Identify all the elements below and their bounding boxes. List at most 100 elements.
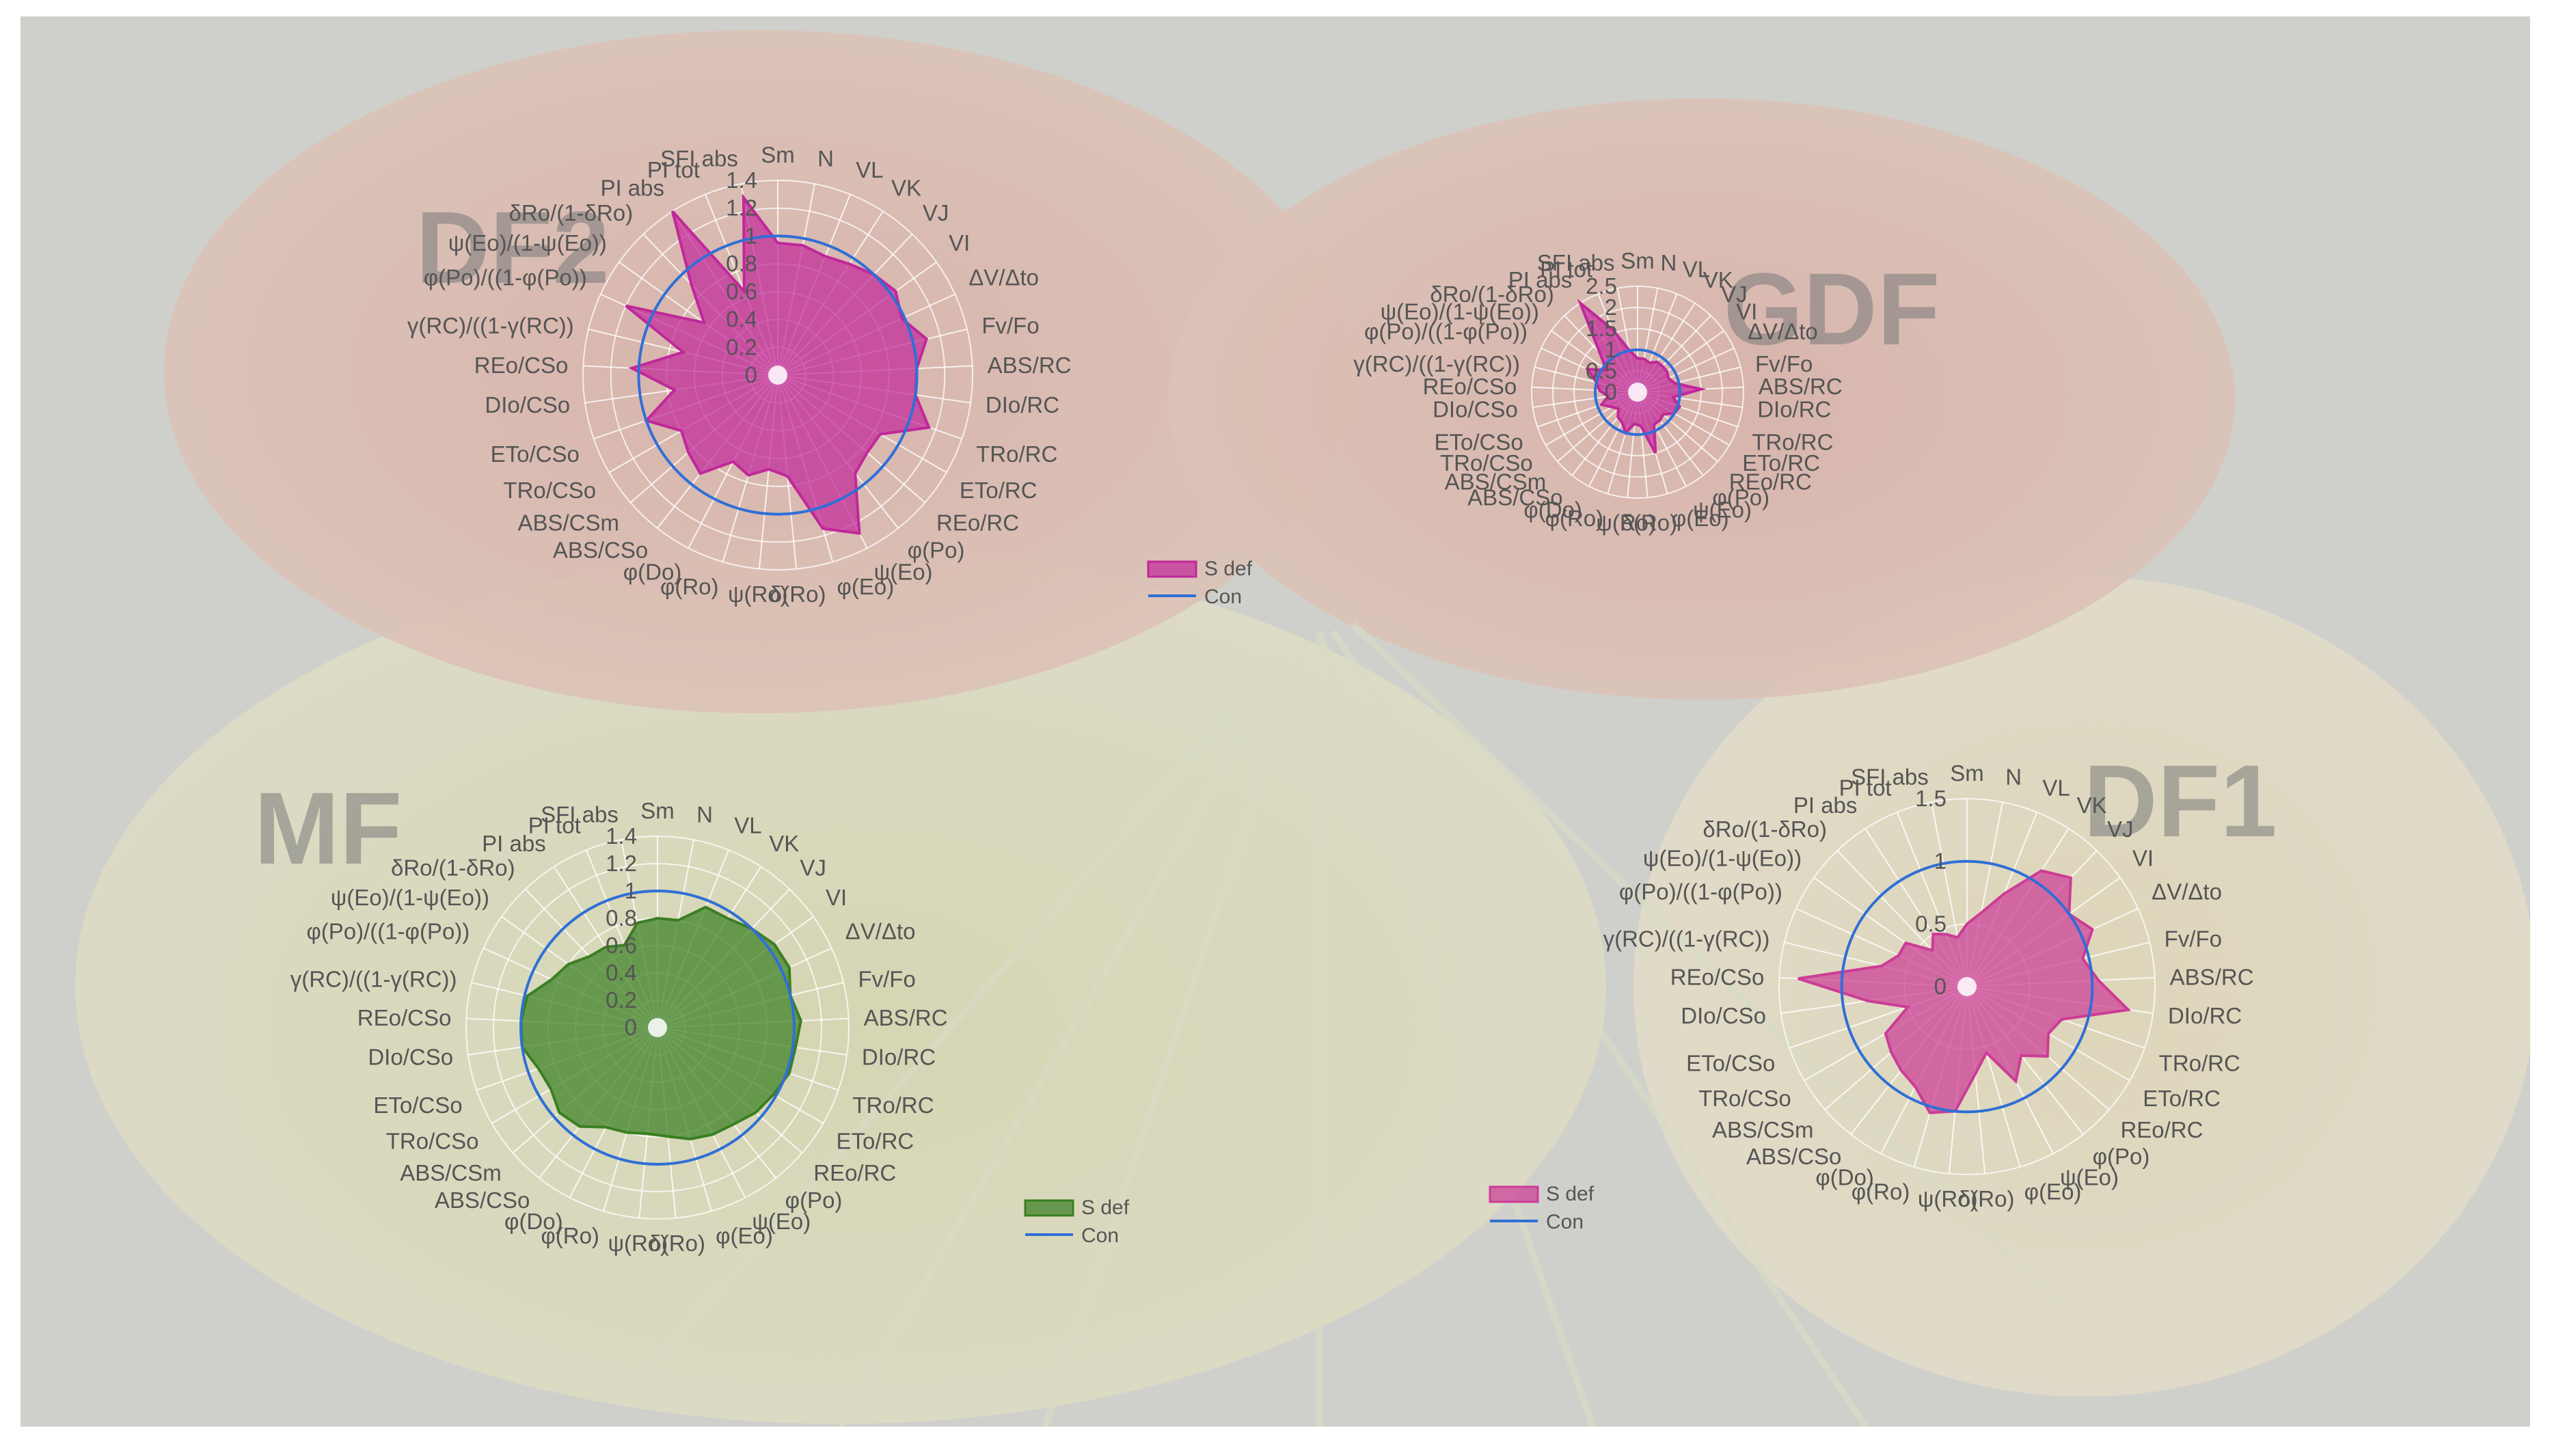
category-label: N: [1660, 250, 1677, 275]
category-label: δRo/(1-δRo): [1703, 816, 1827, 842]
chart-legend: S def Con: [1024, 1196, 1130, 1247]
category-label: VJ: [800, 855, 826, 880]
category-label: PI abs: [1508, 267, 1573, 292]
category-label: PI tot: [1839, 775, 1892, 800]
category-label: ψ(Ro): [728, 581, 788, 607]
series-line-con: [1594, 348, 1681, 436]
category-label: PI tot: [647, 157, 700, 182]
category-label: DIo/CSo: [1681, 1003, 1766, 1028]
radial-tick-label: 0.4: [606, 960, 637, 985]
category-label: ETo/RC: [837, 1128, 914, 1153]
center-dot: [768, 366, 787, 385]
category-label: SFI abs: [1537, 250, 1615, 275]
category-label: Sm: [761, 142, 795, 167]
legend-swatch-s-def: [1147, 560, 1197, 578]
category-label: ψ(Eo)/(1-ψ(Eo)): [1643, 846, 1802, 871]
category-label: VI: [1736, 299, 1757, 324]
category-label: DIo/CSo: [485, 392, 570, 417]
radial-tick-label: 0.5: [1915, 911, 1947, 936]
series-line-con: [519, 890, 796, 1166]
category-label: ABS/RC: [1759, 374, 1843, 399]
category-label: ψ(Ro): [608, 1231, 668, 1256]
category-label: ETo/RC: [2143, 1086, 2221, 1111]
category-label: ΔV/Δto: [2152, 879, 2222, 905]
category-label: PI abs: [482, 831, 546, 856]
category-label: ETo/CSo: [1686, 1051, 1775, 1076]
category-label: φ(Eo): [1672, 506, 1729, 531]
legend-label-con: Con: [1546, 1211, 1584, 1233]
category-label: TRo/CSo: [503, 478, 596, 503]
category-label: φ(Po): [1712, 485, 1769, 510]
category-label: δRo/(1-δRo): [391, 855, 515, 880]
radial-tick-label: 0.5: [1586, 358, 1617, 383]
category-label: φ(Po): [785, 1187, 843, 1213]
category-label: REo/CSo: [474, 353, 569, 378]
category-label: ΔV/Δto: [845, 919, 916, 944]
category-label: φ(Ro): [1545, 506, 1604, 531]
series-line-con: [1840, 860, 2094, 1114]
legend-label-s-def: S def: [1204, 558, 1253, 580]
radial-tick-label: 1.4: [606, 823, 637, 849]
category-label: φ(Do): [504, 1209, 563, 1234]
category-label: PI tot: [1540, 257, 1592, 282]
category-label: δ(Ro): [1621, 510, 1678, 536]
leaf-photo-layer: [21, 16, 2530, 1427]
category-label: φ(Po)/((1-φ(Po)): [306, 919, 470, 944]
category-label: REo/RC: [936, 510, 1019, 535]
radial-tick-label: 2: [1605, 294, 1617, 320]
category-label: ETo/CSo: [491, 441, 580, 467]
radial-tick-label: 2.5: [1586, 273, 1617, 299]
radial-tick-label: 1: [1605, 337, 1617, 362]
category-label: TRo/CSo: [386, 1128, 479, 1153]
category-label: γ(RC)/((1-γ(RC)): [1603, 926, 1770, 952]
category-label: ABS/RC: [864, 1005, 948, 1030]
category-label: γ(RC)/((1-γ(RC)): [290, 966, 457, 991]
chart-legend: S def Con: [1147, 558, 1253, 608]
category-label: VL: [1683, 257, 1710, 282]
category-label: φ(Po): [908, 538, 965, 563]
category-label: ABS/CSo: [435, 1187, 530, 1213]
category-label: TRo/RC: [2159, 1051, 2240, 1076]
category-label: REo/CSo: [1670, 964, 1765, 989]
category-label: SFI abs: [1851, 764, 1929, 789]
category-label: ψ(Ro): [1596, 510, 1656, 536]
radial-tick-label: 0.2: [606, 987, 637, 1013]
series-area-s-def: [1577, 299, 1707, 454]
category-label: φ(Ro): [660, 574, 719, 599]
radial-tick-label: 0: [745, 362, 757, 387]
legend-label-s-def: S def: [1546, 1183, 1595, 1205]
category-label: VI: [2132, 846, 2154, 871]
category-label: φ(Po): [2093, 1144, 2150, 1169]
radial-tick-label: 1: [745, 223, 757, 248]
category-label: ETo/RC: [960, 478, 1037, 503]
category-label: PI abs: [600, 176, 664, 201]
category-label: TRo/RC: [852, 1093, 934, 1118]
category-label: VI: [949, 230, 970, 256]
radial-tick-label: 0: [1605, 379, 1617, 404]
category-label: φ(Ro): [1852, 1179, 1910, 1204]
radial-tick-label: 0: [625, 1015, 637, 1040]
category-label: ABS/CSo: [553, 538, 648, 563]
panel-label: DF2: [416, 190, 609, 305]
category-label: ABS/RC: [2170, 964, 2254, 989]
category-label: N: [817, 146, 834, 171]
chart-legend: S def Con: [1489, 1183, 1595, 1233]
category-label: Fv/Fo: [858, 966, 915, 991]
category-label: ψ(Eo)/(1-ψ(Eo)): [448, 230, 607, 256]
category-label: ABS/CSm: [1712, 1117, 1814, 1142]
legend-label-con: Con: [1204, 586, 1242, 608]
category-label: ETo/CSo: [373, 1093, 462, 1118]
radial-tick-label: 1: [625, 878, 637, 903]
category-label: Fv/Fo: [2165, 926, 2222, 952]
center-dot: [1628, 383, 1647, 402]
radial-tick-label: 0.6: [726, 279, 757, 304]
category-label: REo/RC: [2120, 1117, 2203, 1142]
legend-label-con: Con: [1081, 1224, 1119, 1247]
category-label: VI: [826, 885, 847, 910]
radial-tick-label: 0.4: [726, 307, 757, 332]
category-label: φ(Do): [1815, 1164, 1874, 1190]
category-label: PI abs: [1793, 793, 1858, 818]
category-label: PI tot: [528, 813, 581, 838]
